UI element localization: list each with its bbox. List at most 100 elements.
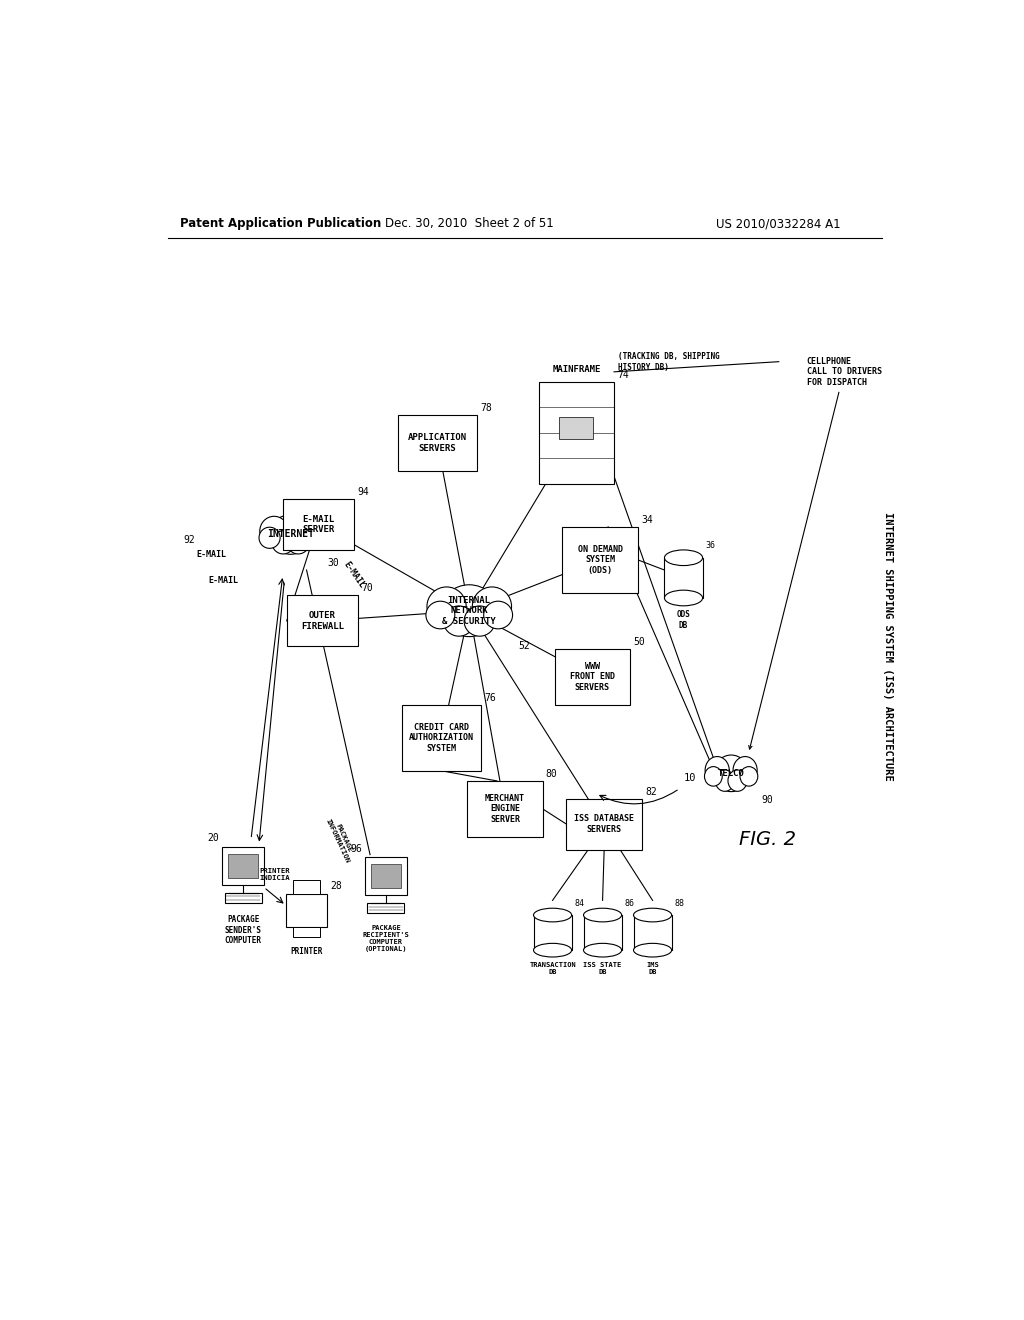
Ellipse shape bbox=[733, 756, 757, 784]
Text: 92: 92 bbox=[183, 535, 195, 545]
Ellipse shape bbox=[534, 944, 571, 957]
Text: INTERNET SHIPPING SYSTEM (ISS) ARCHITECTURE: INTERNET SHIPPING SYSTEM (ISS) ARCHITECT… bbox=[884, 512, 893, 780]
Text: PACKAGE
RECIPIENT'S
COMPUTER
(OPTIONAL): PACKAGE RECIPIENT'S COMPUTER (OPTIONAL) bbox=[362, 925, 410, 952]
Ellipse shape bbox=[584, 908, 622, 921]
Ellipse shape bbox=[472, 587, 512, 626]
Text: APPLICATION
SERVERS: APPLICATION SERVERS bbox=[408, 433, 467, 453]
Ellipse shape bbox=[740, 767, 758, 787]
Text: ISS DATABASE
SERVERS: ISS DATABASE SERVERS bbox=[574, 814, 634, 834]
FancyBboxPatch shape bbox=[222, 846, 264, 886]
Text: E-MAIL
SERVER: E-MAIL SERVER bbox=[302, 515, 335, 535]
Ellipse shape bbox=[271, 531, 295, 554]
Text: 10: 10 bbox=[684, 774, 696, 784]
Ellipse shape bbox=[464, 606, 495, 636]
Text: TELCO: TELCO bbox=[718, 768, 744, 777]
Text: IMS
DB: IMS DB bbox=[646, 962, 659, 975]
FancyBboxPatch shape bbox=[366, 857, 407, 895]
FancyBboxPatch shape bbox=[562, 527, 638, 593]
Text: PACKAGE
INFORMATION: PACKAGE INFORMATION bbox=[325, 814, 356, 865]
Text: 34: 34 bbox=[641, 515, 653, 525]
Text: INTERNET: INTERNET bbox=[267, 529, 314, 540]
Text: FIG. 2: FIG. 2 bbox=[739, 830, 796, 849]
Text: US 2010/0332284 A1: US 2010/0332284 A1 bbox=[717, 216, 841, 230]
FancyBboxPatch shape bbox=[566, 799, 642, 850]
FancyBboxPatch shape bbox=[401, 705, 481, 771]
FancyBboxPatch shape bbox=[397, 414, 477, 471]
Ellipse shape bbox=[706, 756, 729, 784]
Text: MAINFRAME: MAINFRAME bbox=[552, 364, 600, 374]
Text: 80: 80 bbox=[546, 770, 558, 779]
Ellipse shape bbox=[270, 515, 311, 554]
Text: 84: 84 bbox=[574, 899, 585, 908]
Ellipse shape bbox=[705, 767, 722, 787]
Ellipse shape bbox=[584, 944, 622, 957]
Text: 70: 70 bbox=[361, 583, 373, 594]
Ellipse shape bbox=[426, 601, 455, 628]
Text: PACKAGE
SENDER'S
COMPUTER: PACKAGE SENDER'S COMPUTER bbox=[224, 915, 261, 945]
Text: Dec. 30, 2010  Sheet 2 of 51: Dec. 30, 2010 Sheet 2 of 51 bbox=[385, 216, 554, 230]
FancyBboxPatch shape bbox=[467, 781, 543, 837]
Text: 88: 88 bbox=[675, 899, 685, 908]
Text: 74: 74 bbox=[617, 370, 629, 380]
Text: E-MAIL: E-MAIL bbox=[208, 576, 239, 585]
Ellipse shape bbox=[259, 527, 281, 548]
Text: MERCHANT
ENGINE
SERVER: MERCHANT ENGINE SERVER bbox=[485, 795, 525, 824]
Text: (TRACKING DB, SHIPPING
HISTORY DB): (TRACKING DB, SHIPPING HISTORY DB) bbox=[618, 352, 720, 372]
Ellipse shape bbox=[483, 601, 513, 628]
FancyBboxPatch shape bbox=[665, 558, 702, 598]
Text: ISS STATE
DB: ISS STATE DB bbox=[584, 962, 622, 975]
Ellipse shape bbox=[715, 770, 734, 791]
FancyBboxPatch shape bbox=[539, 381, 614, 483]
Text: Patent Application Publication: Patent Application Publication bbox=[179, 216, 381, 230]
Text: 94: 94 bbox=[357, 487, 369, 496]
Text: INTERNAL
NETWORK
& SECURITY: INTERNAL NETWORK & SECURITY bbox=[442, 595, 496, 626]
Ellipse shape bbox=[534, 908, 571, 921]
Ellipse shape bbox=[728, 770, 748, 791]
Ellipse shape bbox=[301, 527, 323, 548]
Ellipse shape bbox=[714, 755, 749, 792]
FancyBboxPatch shape bbox=[584, 915, 622, 950]
Text: WWW
FRONT END
SERVERS: WWW FRONT END SERVERS bbox=[569, 661, 614, 692]
Text: 20: 20 bbox=[208, 833, 219, 843]
Text: 36: 36 bbox=[706, 541, 716, 550]
Text: CELLPHONE
CALL TO DRIVERS
FOR DISPATCH: CELLPHONE CALL TO DRIVERS FOR DISPATCH bbox=[749, 356, 882, 748]
Text: 28: 28 bbox=[331, 882, 342, 891]
Text: 76: 76 bbox=[484, 693, 496, 702]
Ellipse shape bbox=[634, 944, 672, 957]
Ellipse shape bbox=[293, 516, 322, 546]
Text: CREDIT CARD
AUTHORIZATION
SYSTEM: CREDIT CARD AUTHORIZATION SYSTEM bbox=[409, 723, 474, 752]
FancyBboxPatch shape bbox=[559, 417, 593, 440]
Ellipse shape bbox=[665, 590, 702, 606]
Ellipse shape bbox=[441, 585, 498, 636]
Text: 78: 78 bbox=[480, 403, 493, 413]
FancyBboxPatch shape bbox=[555, 649, 630, 705]
Text: PRINTER
INDICIA: PRINTER INDICIA bbox=[259, 869, 290, 882]
Text: 82: 82 bbox=[645, 787, 656, 797]
Text: OUTER
FIREWALL: OUTER FIREWALL bbox=[301, 611, 344, 631]
FancyBboxPatch shape bbox=[287, 595, 358, 647]
Text: PRINTER: PRINTER bbox=[291, 946, 323, 956]
FancyBboxPatch shape bbox=[293, 879, 319, 894]
Text: 30: 30 bbox=[327, 557, 339, 568]
FancyBboxPatch shape bbox=[293, 927, 319, 937]
Text: 86: 86 bbox=[625, 899, 635, 908]
FancyBboxPatch shape bbox=[534, 915, 571, 950]
FancyBboxPatch shape bbox=[368, 903, 404, 913]
FancyBboxPatch shape bbox=[371, 865, 400, 888]
Text: ODS
DB: ODS DB bbox=[677, 610, 690, 630]
FancyBboxPatch shape bbox=[283, 499, 354, 549]
FancyBboxPatch shape bbox=[286, 894, 328, 927]
Ellipse shape bbox=[287, 531, 309, 554]
Text: ON DEMAND
SYSTEM
(ODS): ON DEMAND SYSTEM (ODS) bbox=[578, 545, 623, 574]
Text: 96: 96 bbox=[350, 843, 362, 854]
Ellipse shape bbox=[665, 550, 702, 565]
Ellipse shape bbox=[427, 587, 466, 626]
Ellipse shape bbox=[634, 908, 672, 921]
Text: E-MAIL: E-MAIL bbox=[197, 550, 226, 560]
Text: TRANSACTION
DB: TRANSACTION DB bbox=[529, 962, 575, 975]
FancyBboxPatch shape bbox=[634, 915, 672, 950]
FancyBboxPatch shape bbox=[228, 854, 258, 878]
Text: 50: 50 bbox=[633, 636, 645, 647]
Text: E-MAIL: E-MAIL bbox=[342, 560, 367, 590]
Text: 90: 90 bbox=[762, 795, 773, 805]
